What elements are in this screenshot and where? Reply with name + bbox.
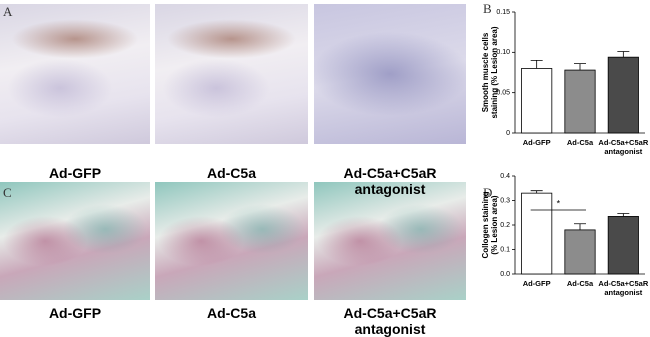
bar [564,229,596,275]
micrograph [0,4,150,144]
error-bar [574,223,586,230]
caption: Ad-GFP [48,165,102,181]
y-tick-label: 0 [506,130,510,137]
y-axis-label: (% Lesion area) [490,195,499,254]
micrograph [0,182,150,300]
caption: Ad-C5a [206,165,256,181]
bar [607,216,639,275]
error-bar [530,190,543,194]
x-label-box: Ad-C5a [566,138,594,147]
micrograph [155,182,308,300]
y-tick-label: 0.3 [500,197,510,204]
error-bar [574,63,586,71]
x-label-box: Ad-GFP [522,138,551,147]
error-bar [617,213,630,217]
x-label-box: Ad-C5a+C5aR antagonist [598,279,649,297]
micrograph [314,182,466,300]
error-bar [530,60,543,69]
panel-label: D [483,185,492,200]
y-tick-label: 0.2 [500,222,510,229]
y-axis-label: Smooth muscle cells [481,32,490,112]
significance-mark: * [557,198,561,208]
x-tick-label: Ad-GFP [522,279,551,288]
y-tick-label: 0.4 [500,173,510,180]
x-label-box: Ad-GFP [522,279,551,288]
bar [521,68,553,134]
bar [564,69,596,134]
x-label-box: Ad-C5a [566,279,594,288]
bar [607,56,639,134]
y-tick-label: 0.1 [500,246,510,253]
caption: Ad-C5a [206,305,256,321]
x-tick-label: Ad-C5a [566,138,594,147]
error-bar [617,51,630,58]
panel-label: A [3,4,13,19]
bar [521,192,553,275]
caption: Ad-C5a+C5aR antagonist [343,165,437,197]
y-tick-label: 0.05 [496,90,510,97]
y-axis-label: Collogen staining [481,191,490,258]
micrograph [155,4,308,144]
y-axis-label: staining (% Lesion area) [490,26,499,118]
panel-label: B [483,1,492,16]
x-tick-label: Ad-C5a+C5aR antagonist [598,138,649,156]
y-tick-label: 0.0 [500,271,510,278]
micrograph [314,4,466,144]
y-tick-label: 0.10 [496,49,510,56]
caption: Ad-GFP [48,305,102,321]
x-label-box: Ad-C5a+C5aR antagonist [598,138,649,156]
y-tick-label: 0.15 [496,9,510,16]
x-tick-label: Ad-C5a+C5aR antagonist [598,279,649,297]
panel-label: C [3,185,12,200]
x-tick-label: Ad-GFP [522,138,551,147]
caption: Ad-C5a+C5aR antagonist [343,305,437,337]
x-tick-label: Ad-C5a [566,279,594,288]
